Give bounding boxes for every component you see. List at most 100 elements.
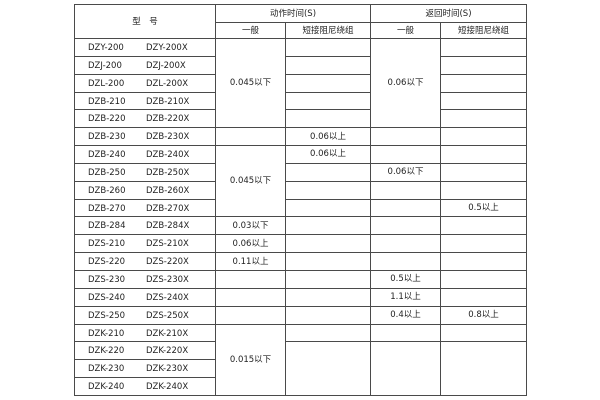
model-b: DZK-210X — [146, 328, 189, 339]
model-a: DZB-260 — [88, 185, 126, 196]
model-a: DZS-220 — [88, 257, 126, 268]
action-general-cell — [215, 127, 286, 147]
action-short-cell — [285, 341, 371, 396]
return-general-cell — [370, 341, 441, 396]
model-a: DZB-210 — [88, 96, 126, 107]
model-a: DZK-240 — [88, 382, 125, 393]
return-short-cell — [440, 162, 527, 182]
model-b: DZK-240X — [146, 382, 189, 393]
model-cell: DZB-270 DZB-270X — [74, 198, 216, 218]
model-b: DZB-210X — [146, 96, 190, 107]
model-cell: DZB-210 DZB-210X — [74, 91, 216, 111]
model-b: DZB-240X — [146, 150, 190, 161]
table-row: DZS-210 DZS-210X 0.06以上 — [74, 234, 527, 254]
model-cell: DZK-210 DZK-210X — [74, 323, 216, 343]
action-general-cell: 0.03以下 — [215, 216, 286, 236]
model-b: DZB-220X — [146, 114, 190, 125]
action-general-cell — [215, 305, 286, 325]
model-cell: DZL-200 DZL-200X — [74, 73, 216, 93]
action-general-cell: 0.015以下 — [215, 323, 286, 396]
table-row: DZB-284 DZB-284X 0.03以下 — [74, 216, 527, 236]
model-b: DZK-230X — [146, 364, 189, 375]
return-general-cell — [370, 216, 441, 236]
return-general-cell — [370, 127, 441, 147]
model-cell: DZS-250 DZS-250X — [74, 305, 216, 325]
action-short-cell — [285, 269, 371, 289]
return-general-cell — [370, 180, 441, 200]
action-short-cell — [285, 323, 371, 343]
table-row: DZS-250 DZS-250X 0.4以上 0.8以上 — [74, 305, 527, 325]
header-action-short-damping: 短接阻尼绕组 — [285, 22, 371, 39]
model-cell: DZB-284 DZB-284X — [74, 216, 216, 236]
model-b: DZJ-200X — [146, 60, 186, 71]
action-short-cell — [285, 252, 371, 271]
model-cell: DZJ-200 DZJ-200X — [74, 55, 216, 75]
model-a: DZB-220 — [88, 114, 126, 125]
action-short-cell — [285, 234, 371, 254]
return-short-cell — [440, 269, 527, 289]
return-general-cell: 1.1以上 — [370, 287, 441, 307]
table-row: DZK-210 DZK-210X 0.015以下 — [74, 323, 527, 396]
header-action-time: 动作时间(S) — [215, 4, 371, 23]
header-action-general: 一般 — [215, 22, 286, 39]
model-b: DZB-260X — [146, 185, 190, 196]
return-short-cell — [440, 55, 527, 75]
model-a: DZK-230 — [88, 364, 125, 375]
model-b: DZS-230X — [146, 274, 189, 285]
model-b: DZS-210X — [146, 239, 189, 250]
action-general-cell — [215, 287, 286, 307]
model-cell: DZY-200 DZY-200X — [74, 38, 216, 57]
return-short-cell — [440, 145, 527, 164]
action-general-cell: 0.045以下 — [215, 37, 286, 129]
table-row: DZB-250 DZB-250X 0.06以下 — [74, 162, 527, 182]
action-general-cell: 0.11以上 — [215, 252, 286, 271]
model-cell: DZS-210 DZS-210X — [74, 234, 216, 254]
action-short-cell — [285, 38, 371, 57]
model-b: DZB-250X — [146, 167, 190, 178]
model-a: DZJ-200 — [88, 60, 122, 71]
return-short-cell — [440, 109, 527, 129]
model-a: DZS-230 — [88, 274, 126, 285]
model-b: DZS-220X — [146, 257, 189, 268]
table-row: DZB-220 DZB-220X — [74, 109, 527, 129]
action-short-cell — [285, 305, 371, 325]
action-general-cell — [215, 269, 286, 289]
action-general-cell: 0.045以下 — [215, 145, 286, 218]
relay-timing-table: 型 号 动作时间(S) 返回时间(S) 一般 短接阻尼绕组 一般 短接阻尼绕组 … — [74, 4, 527, 396]
header-return-short-damping: 短接阻尼绕组 — [440, 22, 527, 39]
table-row: DZB-260 DZB-260X — [74, 180, 527, 200]
table-row: DZL-200 DZL-200X — [74, 73, 527, 93]
table-row: DZJ-200 DZJ-200X — [74, 55, 527, 75]
model-cell: DZK-220 DZK-220X — [74, 341, 216, 361]
model-cell: DZB-250 DZB-250X — [74, 162, 216, 182]
return-general-cell: 0.4以上 — [370, 305, 441, 325]
table-row: DZS-240 DZS-240X 1.1以上 — [74, 287, 527, 307]
action-short-cell — [285, 162, 371, 182]
table-row: DZB-230 DZB-230X 0.06以上 — [74, 127, 527, 147]
model-cell: DZS-220 DZS-220X — [74, 252, 216, 271]
action-short-cell — [285, 73, 371, 93]
return-short-cell — [440, 91, 527, 111]
model-a: DZK-210 — [88, 328, 125, 339]
table-row: DZS-220 DZS-220X 0.11以上 — [74, 252, 527, 271]
return-general-cell — [370, 252, 441, 271]
return-general-cell — [370, 234, 441, 254]
table-row: DZB-270 DZB-270X 0.5以上 — [74, 198, 527, 218]
model-b: DZB-230X — [146, 132, 190, 143]
return-general-cell — [370, 145, 441, 164]
return-short-cell — [440, 180, 527, 200]
return-short-cell — [440, 216, 527, 236]
model-a: DZB-250 — [88, 167, 126, 178]
header-model: 型 号 — [74, 4, 216, 39]
action-short-cell — [285, 198, 371, 218]
model-a: DZS-240 — [88, 292, 126, 303]
return-general-cell: 0.5以上 — [370, 269, 441, 289]
model-b: DZS-250X — [146, 310, 189, 321]
table-row: DZS-230 DZS-230X 0.5以上 — [74, 269, 527, 289]
action-short-cell — [285, 91, 371, 111]
action-general-cell: 0.06以上 — [215, 234, 286, 254]
model-a: DZK-220 — [88, 346, 125, 357]
return-short-cell — [440, 127, 527, 147]
return-short-cell — [440, 38, 527, 57]
action-short-cell: 0.06以上 — [285, 145, 371, 164]
